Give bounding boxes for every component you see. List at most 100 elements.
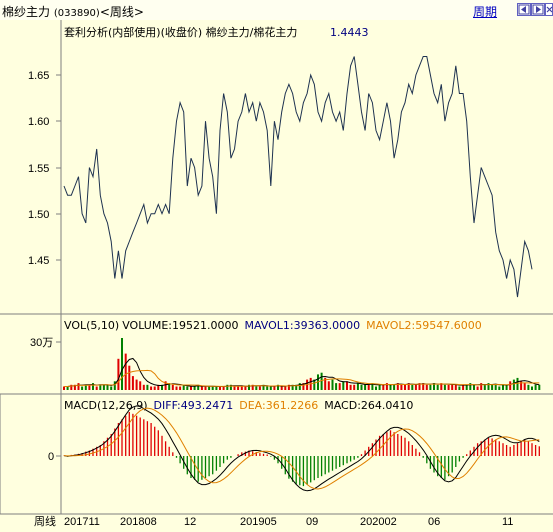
volume-bar <box>320 372 323 390</box>
mavol2-line <box>64 369 540 387</box>
volume-bar <box>237 386 240 390</box>
volume-bar <box>491 384 494 390</box>
volume-bar <box>531 386 533 390</box>
x-tick-4: 201905 <box>240 516 277 528</box>
volume-bar <box>356 383 359 390</box>
volume-bar <box>110 386 113 390</box>
instrument-code: (033890) <box>53 8 100 19</box>
volume-y-tick: 30万 <box>30 337 53 349</box>
y-tick-5: 1.45 <box>28 255 49 267</box>
volume-bar <box>538 384 541 390</box>
close-icon[interactable] <box>545 3 553 16</box>
volume-bar <box>396 383 399 390</box>
volume-bar <box>273 386 276 390</box>
volume-bar <box>135 379 138 390</box>
volume-bar <box>404 384 406 390</box>
volume-bar <box>95 386 98 390</box>
volume-bar <box>113 381 116 390</box>
volume-bar <box>102 384 105 390</box>
volume-bar <box>422 383 425 390</box>
period-link[interactable]: 周期 <box>473 5 498 19</box>
volume-bar <box>502 384 504 390</box>
volume-bar <box>66 386 69 390</box>
volume-bar <box>414 384 417 390</box>
volume-bar <box>411 384 414 390</box>
macd-group <box>63 405 540 492</box>
volume-bar <box>476 386 479 390</box>
volume-bar <box>447 384 450 390</box>
macd-name: MACD(12,26,9) <box>64 399 148 412</box>
y-tick-4: 1.50 <box>28 209 49 221</box>
volume-bar <box>168 383 171 390</box>
vol-name: VOL(5,10) <box>64 319 119 332</box>
volume-bar <box>99 384 102 390</box>
volume-bar <box>73 384 76 390</box>
volume-bar <box>139 381 142 390</box>
volume-bar <box>146 384 149 390</box>
volume-bar <box>509 381 512 390</box>
volume-bar <box>142 384 145 390</box>
volume-bar <box>124 353 127 390</box>
volume-bar <box>208 386 211 390</box>
volume-bar <box>193 386 196 390</box>
volume-bar <box>153 386 156 390</box>
price-line-group <box>63 56 533 298</box>
volume-bar <box>240 386 243 390</box>
next-arrow-icon[interactable] <box>531 3 545 16</box>
volume-bar <box>244 386 247 390</box>
volume-bar <box>70 384 73 390</box>
volume-bar <box>219 386 221 390</box>
volume-bar <box>516 377 519 390</box>
volume-bar <box>324 377 327 390</box>
x-axis-period-label: 周线 <box>34 514 56 528</box>
volume-bar <box>179 386 182 390</box>
vol-mavol2: MAVOL2:59547.6000 <box>366 319 482 332</box>
volume-bar <box>443 384 446 390</box>
macd-label: MACD(12,26,9) DIFF:493.2471 DEA:361.2266 MA… <box>64 399 413 412</box>
volume-bar <box>512 379 515 390</box>
macd-axis-box <box>0 393 62 515</box>
chart-svg[interactable]: 套利分析(内部使用)(收盘价) 棉纱主力/棉花主力 1.4443 1.65 1.… <box>0 20 553 529</box>
volume-bar <box>429 384 432 390</box>
volume-bar <box>313 379 316 390</box>
volume-bar <box>465 384 468 390</box>
volume-bar <box>161 384 163 390</box>
volume-bar <box>505 384 508 390</box>
chart-background <box>0 20 553 529</box>
volume-bar <box>458 386 461 390</box>
x-tick-3: 12 <box>184 516 196 528</box>
chart-title: 棉纱主力 (033890)<周线> <box>2 3 144 20</box>
volume-bar <box>171 384 174 390</box>
volume-bar <box>233 386 236 390</box>
volume-bar <box>298 383 301 390</box>
volume-bar <box>251 384 254 390</box>
volume-bar <box>255 386 258 390</box>
volume-bar <box>190 386 192 390</box>
prev-arrow-icon[interactable] <box>517 3 531 16</box>
volume-bar <box>226 384 229 390</box>
instrument-name: 棉纱主力 <box>2 5 51 19</box>
volume-bar <box>84 384 87 390</box>
volume-bar <box>367 384 370 390</box>
volume-bar <box>295 384 298 390</box>
volume-bar <box>469 383 472 390</box>
volume-bar <box>269 386 272 390</box>
volume-bar <box>534 384 537 390</box>
volume-bar <box>451 384 454 390</box>
price-ratio-line <box>63 56 533 298</box>
volume-bar <box>88 384 91 390</box>
volume-bar <box>483 384 486 390</box>
main-panel-value: 1.4443 <box>330 26 369 39</box>
volume-bar <box>284 386 287 390</box>
title-bar: 棉纱主力 (033890)<周线> 周期 <box>0 0 553 21</box>
volume-bar <box>425 384 428 390</box>
chart-area[interactable]: 套利分析(内部使用)(收盘价) 棉纱主力/棉花主力 1.4443 1.65 1.… <box>0 20 553 529</box>
volume-bar <box>436 384 439 390</box>
volume-bar <box>520 381 523 390</box>
volume-bar <box>121 338 123 390</box>
volume-bar <box>480 383 483 390</box>
volume-bar <box>157 384 160 390</box>
x-axis-ticks: 201711 201808 12 201905 09 202002 06 11 <box>64 516 513 528</box>
volume-bar <box>349 384 352 390</box>
volume-bar <box>302 383 305 390</box>
